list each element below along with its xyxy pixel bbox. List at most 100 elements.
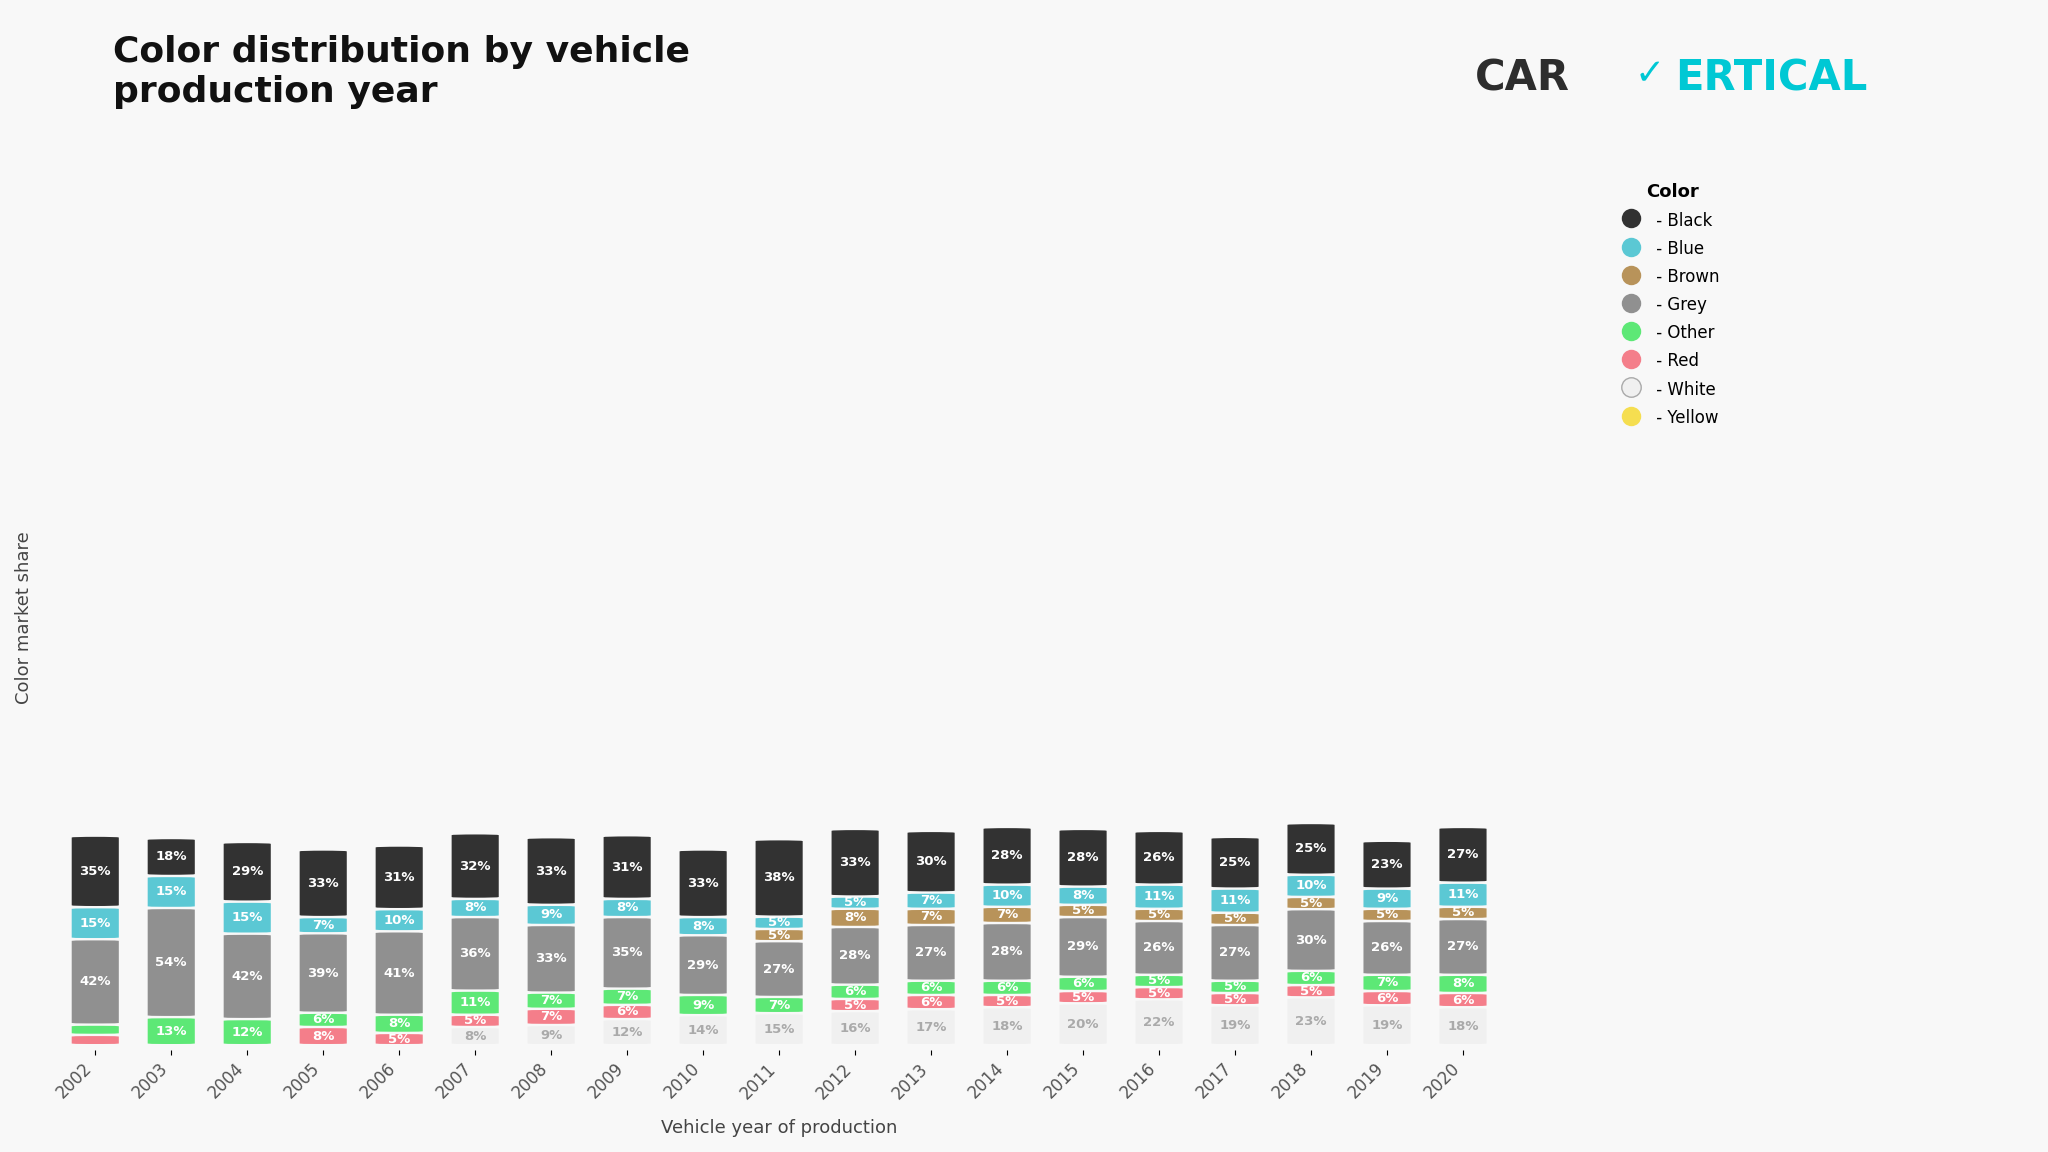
Text: Color distribution by vehicle
production year: Color distribution by vehicle production… [113, 35, 690, 109]
Text: 10%: 10% [991, 889, 1022, 902]
Text: 8%: 8% [692, 919, 715, 933]
Text: 29%: 29% [231, 865, 262, 878]
FancyBboxPatch shape [1059, 978, 1106, 990]
Text: 7%: 7% [768, 999, 791, 1011]
FancyBboxPatch shape [1440, 976, 1487, 992]
Text: 7%: 7% [616, 991, 639, 1003]
Text: 27%: 27% [915, 946, 946, 960]
Text: 9%: 9% [541, 909, 563, 922]
FancyBboxPatch shape [680, 937, 727, 994]
FancyBboxPatch shape [983, 828, 1030, 884]
FancyBboxPatch shape [680, 996, 727, 1014]
Text: 8%: 8% [465, 902, 485, 915]
Text: 5%: 5% [844, 999, 866, 1011]
FancyBboxPatch shape [983, 908, 1030, 922]
Text: 8%: 8% [1071, 889, 1094, 902]
FancyBboxPatch shape [680, 918, 727, 934]
Text: CAR: CAR [1475, 58, 1569, 99]
Text: 7%: 7% [995, 909, 1018, 922]
Text: 5%: 5% [1376, 909, 1399, 922]
Text: 8%: 8% [1452, 977, 1475, 991]
Text: 6%: 6% [920, 995, 942, 1009]
Text: 18%: 18% [991, 1020, 1022, 1032]
Text: 6%: 6% [311, 1014, 334, 1026]
FancyBboxPatch shape [831, 1013, 879, 1044]
FancyBboxPatch shape [1364, 889, 1411, 908]
FancyBboxPatch shape [983, 1008, 1030, 1044]
FancyBboxPatch shape [1059, 992, 1106, 1002]
FancyBboxPatch shape [1059, 888, 1106, 903]
Text: 5%: 5% [1071, 991, 1094, 1003]
FancyBboxPatch shape [223, 903, 270, 932]
FancyBboxPatch shape [1440, 828, 1487, 881]
Text: ✓: ✓ [1634, 58, 1665, 92]
FancyBboxPatch shape [1135, 886, 1182, 908]
FancyBboxPatch shape [756, 841, 803, 916]
FancyBboxPatch shape [831, 910, 879, 926]
Text: 6%: 6% [1376, 992, 1399, 1005]
FancyBboxPatch shape [831, 986, 879, 998]
FancyBboxPatch shape [831, 1000, 879, 1010]
Text: 26%: 26% [1143, 851, 1176, 864]
Text: 5%: 5% [1452, 907, 1475, 919]
FancyBboxPatch shape [983, 996, 1030, 1006]
FancyBboxPatch shape [375, 910, 422, 930]
FancyBboxPatch shape [72, 1025, 119, 1033]
Text: 33%: 33% [535, 953, 567, 965]
FancyBboxPatch shape [528, 839, 575, 903]
Text: 6%: 6% [995, 982, 1018, 994]
FancyBboxPatch shape [1059, 905, 1106, 916]
FancyBboxPatch shape [1135, 976, 1182, 986]
FancyBboxPatch shape [1135, 1000, 1182, 1044]
FancyBboxPatch shape [1212, 1007, 1260, 1044]
Text: 7%: 7% [1376, 977, 1399, 990]
Text: 29%: 29% [688, 958, 719, 971]
FancyBboxPatch shape [147, 909, 195, 1016]
FancyBboxPatch shape [1135, 832, 1182, 884]
FancyBboxPatch shape [907, 982, 954, 994]
Text: 23%: 23% [1372, 858, 1403, 871]
Text: 6%: 6% [616, 1006, 639, 1018]
FancyBboxPatch shape [1135, 923, 1182, 973]
Text: 6%: 6% [1300, 971, 1323, 985]
FancyBboxPatch shape [453, 1029, 500, 1044]
Text: 54%: 54% [156, 956, 186, 969]
Text: 8%: 8% [311, 1030, 334, 1043]
FancyBboxPatch shape [299, 1014, 346, 1025]
FancyBboxPatch shape [147, 877, 195, 907]
Legend:  - Black,  - Blue,  - Brown,  - Grey,  - Other,  - Red,  - White,  - Yellow: - Black, - Blue, - Brown, - Grey, - Othe… [1618, 176, 1726, 433]
FancyBboxPatch shape [1059, 918, 1106, 976]
Text: 11%: 11% [1448, 888, 1479, 901]
Text: 30%: 30% [1294, 933, 1327, 947]
Text: 6%: 6% [920, 982, 942, 994]
FancyBboxPatch shape [147, 839, 195, 874]
FancyBboxPatch shape [907, 832, 954, 892]
Text: 9%: 9% [541, 1029, 563, 1041]
Text: 9%: 9% [692, 999, 715, 1011]
Text: 5%: 5% [387, 1032, 410, 1046]
Text: 27%: 27% [764, 963, 795, 976]
FancyBboxPatch shape [299, 918, 346, 932]
Text: 22%: 22% [1143, 1016, 1176, 1029]
Text: 35%: 35% [612, 946, 643, 960]
Text: 5%: 5% [995, 994, 1018, 1008]
FancyBboxPatch shape [1135, 910, 1182, 919]
Text: 7%: 7% [311, 918, 334, 932]
FancyBboxPatch shape [299, 934, 346, 1011]
FancyBboxPatch shape [756, 918, 803, 927]
Text: 5%: 5% [844, 896, 866, 909]
Text: 32%: 32% [459, 859, 492, 872]
FancyBboxPatch shape [1288, 876, 1335, 896]
FancyBboxPatch shape [604, 990, 651, 1003]
Text: 39%: 39% [307, 967, 340, 979]
Text: 11%: 11% [1143, 890, 1176, 903]
Text: 31%: 31% [383, 871, 416, 884]
FancyBboxPatch shape [1364, 1007, 1411, 1044]
Text: 14%: 14% [688, 1024, 719, 1037]
FancyBboxPatch shape [907, 1010, 954, 1044]
FancyBboxPatch shape [1212, 838, 1260, 887]
Text: 33%: 33% [535, 864, 567, 878]
FancyBboxPatch shape [680, 1016, 727, 1044]
FancyBboxPatch shape [983, 924, 1030, 979]
Text: 9%: 9% [1376, 892, 1399, 905]
